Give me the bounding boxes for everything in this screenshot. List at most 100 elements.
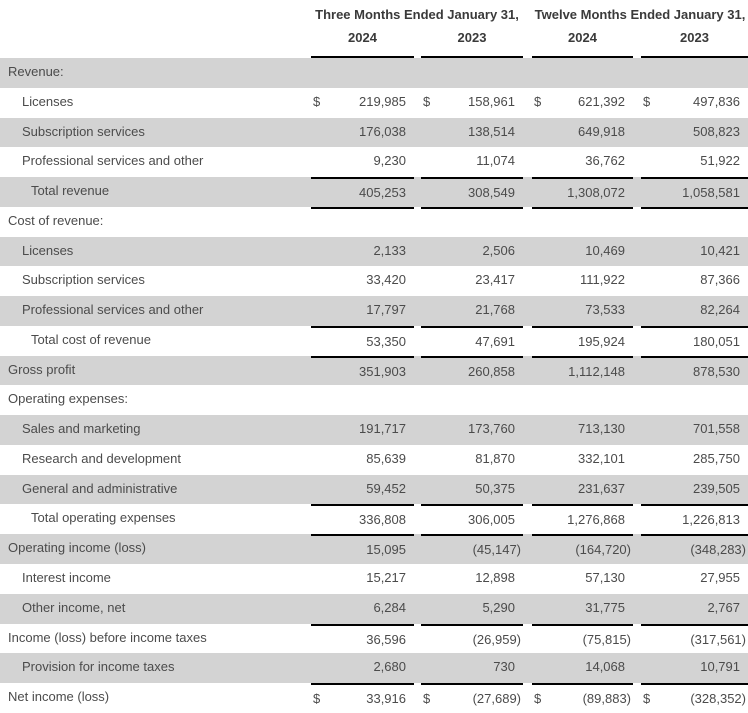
cell-number: (89,883) xyxy=(582,691,631,707)
cell-value: 50,375 xyxy=(421,475,523,505)
row-label: Total cost of revenue xyxy=(31,331,151,347)
year-column-header: 2024 xyxy=(532,24,633,58)
cell-number: 621,392 xyxy=(578,93,625,109)
period-group-header-three-months: Three Months Ended January 31, xyxy=(315,7,519,22)
cell-value: 15,095 xyxy=(311,534,414,564)
cell-value: 111,922 xyxy=(532,266,633,296)
column-gap xyxy=(414,356,421,386)
cell-number: 12,898 xyxy=(475,570,515,586)
column-gap xyxy=(633,207,641,237)
cell-number: 713,130 xyxy=(578,421,625,437)
cell-value: 336,808 xyxy=(311,504,414,534)
cell-number: 195,924 xyxy=(578,333,625,349)
cell-number xyxy=(406,215,414,237)
table-row: Operating expenses: xyxy=(0,385,748,416)
cell-number: 231,637 xyxy=(578,480,625,496)
cell-number: 332,101 xyxy=(578,450,625,466)
column-gap xyxy=(633,296,641,326)
column-gap xyxy=(523,683,532,713)
table-row: Sales and marketing 191,717 173,760 713,130… xyxy=(0,415,748,445)
cell-value: 36,596 xyxy=(311,623,414,654)
cell-value: $ (328,352) xyxy=(641,683,748,713)
cell-value: (164,720) xyxy=(532,534,633,564)
column-gap xyxy=(414,475,421,505)
column-gap xyxy=(523,653,532,683)
cell-value: 2,767 xyxy=(641,594,748,624)
column-gap xyxy=(633,356,641,386)
cell-number xyxy=(740,64,748,88)
cell-number: 10,469 xyxy=(585,242,625,258)
cell-number: 15,217 xyxy=(366,570,406,586)
table-row: Professional services and other 9,230 11,0… xyxy=(0,147,748,178)
row-label: Revenue: xyxy=(8,64,64,79)
column-gap xyxy=(633,415,641,445)
year-column-header: 2023 xyxy=(421,24,523,58)
cell-value: (317,561) xyxy=(641,623,748,654)
cell-number: 36,762 xyxy=(585,153,625,169)
column-gap xyxy=(523,296,532,326)
cell-number: 47,691 xyxy=(475,333,515,349)
cell-value: 231,637 xyxy=(532,475,633,505)
cell-number: (317,561) xyxy=(690,631,746,647)
table-row: Other income, net 6,284 5,290 31,775 2,767 xyxy=(0,593,748,624)
cell-value: 87,366 xyxy=(641,266,748,296)
cell-value: 332,101 xyxy=(532,445,633,475)
cell-value: 285,750 xyxy=(641,445,748,475)
column-gap xyxy=(523,594,532,624)
cell-number: 5,290 xyxy=(482,599,515,615)
cell-value: 10,421 xyxy=(641,237,748,267)
cell-number: 85,639 xyxy=(366,450,406,466)
table-body: Revenue: Licenses $219,985 $158,961 $621,392… xyxy=(0,58,748,713)
cell-value: 11,074 xyxy=(421,147,523,177)
cell-number: 138,514 xyxy=(468,123,515,139)
cell-value xyxy=(421,385,523,415)
column-gap xyxy=(523,147,532,177)
currency-symbol: $ xyxy=(313,691,321,707)
cell-number: 351,903 xyxy=(359,363,406,379)
cell-value: 173,760 xyxy=(421,415,523,445)
table-row: Research and development 85,639 81,870 332,… xyxy=(0,444,748,475)
table-row: Cost of revenue: xyxy=(0,206,748,237)
cell-number: 6,284 xyxy=(373,599,406,615)
column-gap xyxy=(523,237,532,267)
table-row: Total operating expenses 336,808 306,005 1,… xyxy=(0,504,748,535)
cell-number: 180,051 xyxy=(693,333,740,349)
table-row: Total revenue 405,253 308,549 1,308,072 1,05… xyxy=(0,177,748,207)
cell-value xyxy=(641,206,748,237)
cell-value xyxy=(311,58,414,88)
cell-value: 21,768 xyxy=(421,296,523,326)
cell-number: 2,133 xyxy=(373,242,406,258)
table-row: Net income (loss) $33,916 $ (27,689) $ (89,88… xyxy=(0,683,748,713)
column-gap xyxy=(414,147,421,177)
cell-value: 9,230 xyxy=(311,147,414,177)
row-label: Total revenue xyxy=(31,183,110,199)
currency-symbol: $ xyxy=(643,691,651,707)
cell-number: 33,916 xyxy=(366,691,406,707)
column-gap xyxy=(414,58,421,88)
cell-value: (26,959) xyxy=(421,623,523,654)
cell-number: 31,775 xyxy=(585,599,625,615)
cell-number: (26,959) xyxy=(472,631,521,647)
cell-number xyxy=(740,391,748,415)
cell-number: 2,767 xyxy=(707,599,740,615)
cell-value: 82,264 xyxy=(641,296,748,326)
cell-number: 191,717 xyxy=(359,421,406,437)
year-column-header: 2024 xyxy=(311,24,414,58)
cell-value: $ (27,689) xyxy=(421,683,523,713)
cell-value xyxy=(421,58,523,88)
table-row: General and administrative 59,452 50,375 23… xyxy=(0,474,748,505)
cell-value: 176,038 xyxy=(311,118,414,148)
cell-value: 36,762 xyxy=(532,147,633,177)
column-gap xyxy=(414,653,421,683)
cell-number: 649,918 xyxy=(578,123,625,139)
cell-value: 1,276,868 xyxy=(532,504,633,534)
column-gap xyxy=(523,207,532,237)
cell-number: 73,533 xyxy=(585,302,625,318)
cell-number: 82,264 xyxy=(700,302,740,318)
column-gap xyxy=(523,385,532,415)
row-label: General and administrative xyxy=(22,480,178,496)
table-row: Professional services and other 17,797 21,… xyxy=(0,296,748,326)
row-label: Sales and marketing xyxy=(22,421,141,437)
cell-number: 9,230 xyxy=(373,153,406,169)
